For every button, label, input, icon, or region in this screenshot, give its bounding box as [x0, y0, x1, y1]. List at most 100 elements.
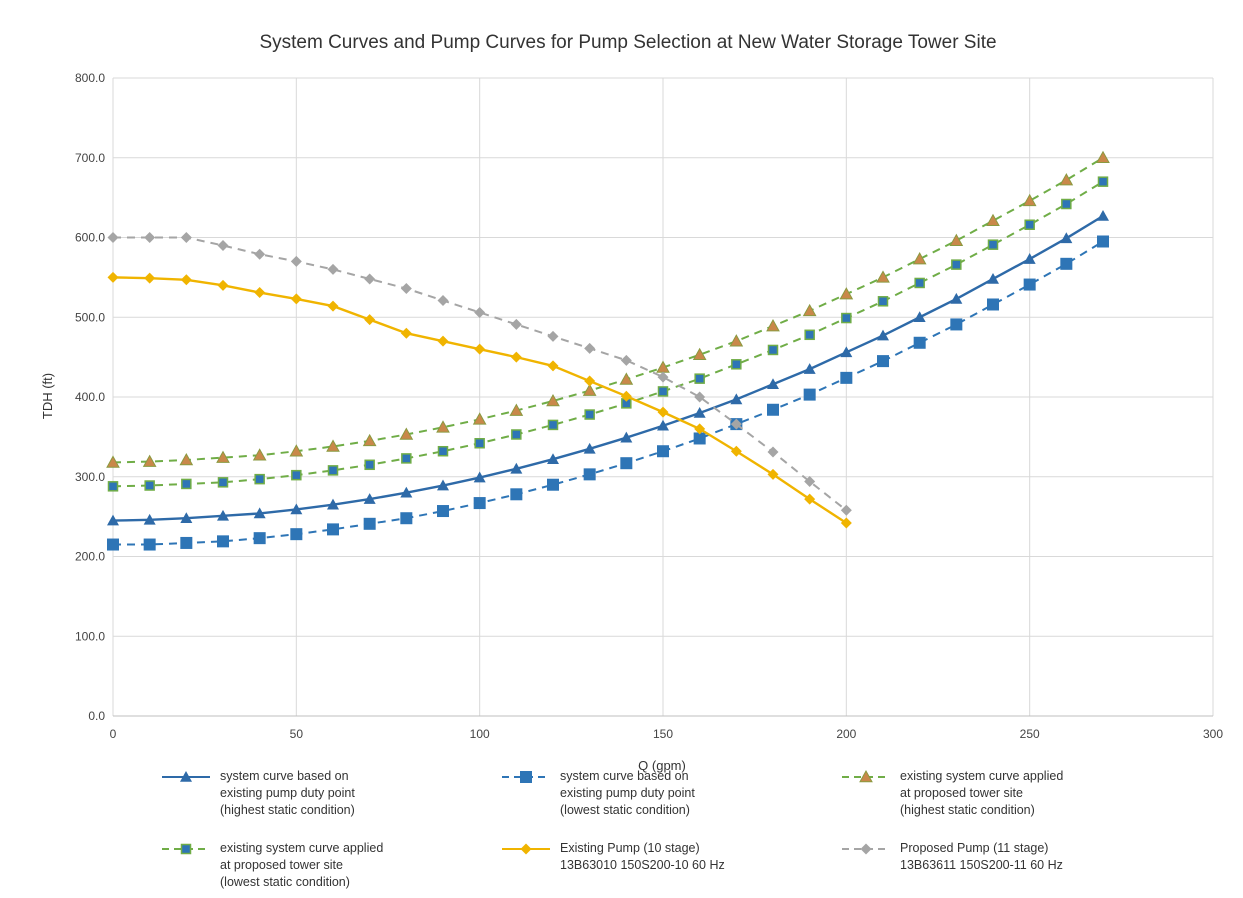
- data-point: [362, 433, 377, 447]
- data-point: [143, 538, 156, 551]
- data-point: [657, 419, 669, 431]
- legend-item: existing system curve applied at proposed…: [840, 768, 1180, 819]
- legend-label: Existing Pump (10 stage) 13B63010 150S200…: [560, 840, 725, 874]
- data-point: [840, 346, 853, 358]
- data-point: [877, 296, 889, 307]
- data-point: [803, 363, 816, 374]
- data-point: [327, 523, 339, 536]
- data-point: [107, 538, 119, 551]
- data-point: [1097, 176, 1109, 187]
- data-point: [547, 478, 559, 491]
- data-point: [290, 503, 303, 515]
- legend-label-line: existing system curve applied: [220, 841, 384, 855]
- data-point: [144, 480, 155, 491]
- y-tick-label: 600.0: [75, 231, 105, 245]
- data-point: [326, 439, 340, 452]
- data-point: [620, 354, 632, 366]
- data-point: [730, 418, 742, 430]
- data-point: [583, 442, 596, 454]
- data-point: [802, 303, 817, 317]
- data-point: [1096, 150, 1110, 164]
- data-point: [400, 512, 413, 525]
- data-point: [547, 330, 559, 342]
- legend-item: system curve based on existing pump duty …: [500, 768, 840, 819]
- data-point: [107, 271, 119, 283]
- data-point: [547, 453, 559, 465]
- data-point: [693, 406, 706, 418]
- data-point: [951, 259, 962, 270]
- data-point: [511, 429, 522, 440]
- data-point: [841, 312, 852, 324]
- data-point: [1023, 253, 1036, 264]
- series-6: [107, 232, 852, 516]
- legend-marker: [860, 843, 872, 855]
- series-2: [107, 235, 1109, 551]
- data-point: [547, 419, 559, 431]
- data-point: [583, 468, 596, 481]
- legend-swatch: [502, 843, 550, 855]
- y-tick-label: 100.0: [75, 629, 105, 643]
- data-point: [840, 504, 852, 516]
- x-tick-label: 300: [1203, 727, 1223, 741]
- data-point: [692, 347, 707, 361]
- series-5: [107, 271, 852, 529]
- data-point: [657, 386, 669, 397]
- data-point: [582, 383, 597, 396]
- data-point: [620, 457, 633, 470]
- data-point: [1061, 198, 1072, 210]
- grid: [112, 77, 1214, 717]
- data-point: [437, 295, 449, 307]
- series-line: [112, 214, 1104, 522]
- data-point: [767, 446, 779, 458]
- data-point: [181, 478, 192, 490]
- data-point: [694, 423, 706, 435]
- chart-title: System Curves and Pump Curves for Pump S…: [259, 32, 996, 53]
- data-point: [254, 287, 266, 299]
- legend-label-line: existing system curve applied: [900, 769, 1064, 783]
- data-point: [877, 329, 889, 341]
- series-line: [113, 240, 1104, 546]
- series-layer: [106, 150, 1110, 551]
- legend-label: existing system curve applied at proposed…: [220, 840, 383, 891]
- axes: 0.0 100.0 200.0 300.0 400.0 500.0 600.0 700.0 80…: [75, 71, 1223, 741]
- legend-swatch: [502, 771, 550, 783]
- data-point: [144, 232, 156, 243]
- data-point: [364, 314, 376, 326]
- y-axis-label: TDH (ft): [40, 373, 55, 419]
- data-point: [401, 453, 412, 464]
- series-3: [106, 150, 1110, 468]
- legend-marker: [520, 771, 532, 783]
- legend-marker: [859, 769, 873, 783]
- data-point: [253, 507, 266, 519]
- data-point: [950, 292, 963, 304]
- data-point: [1097, 209, 1109, 221]
- data-point: [363, 517, 376, 530]
- data-point: [327, 300, 339, 312]
- data-point: [584, 375, 596, 387]
- data-point: [804, 493, 816, 505]
- data-point: [327, 465, 339, 476]
- data-point: [142, 454, 157, 467]
- legend-label: Proposed Pump (11 stage) 13B63611 150S200…: [900, 840, 1063, 874]
- x-axis-label: Q (gpm): [638, 758, 686, 773]
- data-point: [620, 390, 632, 402]
- data-point: [474, 438, 485, 449]
- legend-label-line: (lowest static condition): [560, 803, 690, 817]
- data-point: [950, 318, 963, 331]
- data-point: [510, 351, 522, 363]
- data-point: [143, 513, 156, 525]
- series-1: [107, 209, 1109, 526]
- x-tick-label: 0: [110, 727, 117, 741]
- data-point: [364, 273, 376, 285]
- data-point: [291, 469, 302, 481]
- data-point: [839, 287, 854, 300]
- data-point: [400, 283, 412, 295]
- data-point: [914, 277, 925, 289]
- legend-label-line: Proposed Pump (11 stage): [900, 841, 1049, 855]
- data-point: [840, 371, 853, 384]
- legend-label-line: 13B63010 150S200-10 60 Hz: [560, 858, 725, 872]
- y-tick-label: 700.0: [75, 151, 105, 165]
- data-point: [254, 473, 265, 485]
- data-point: [510, 488, 523, 501]
